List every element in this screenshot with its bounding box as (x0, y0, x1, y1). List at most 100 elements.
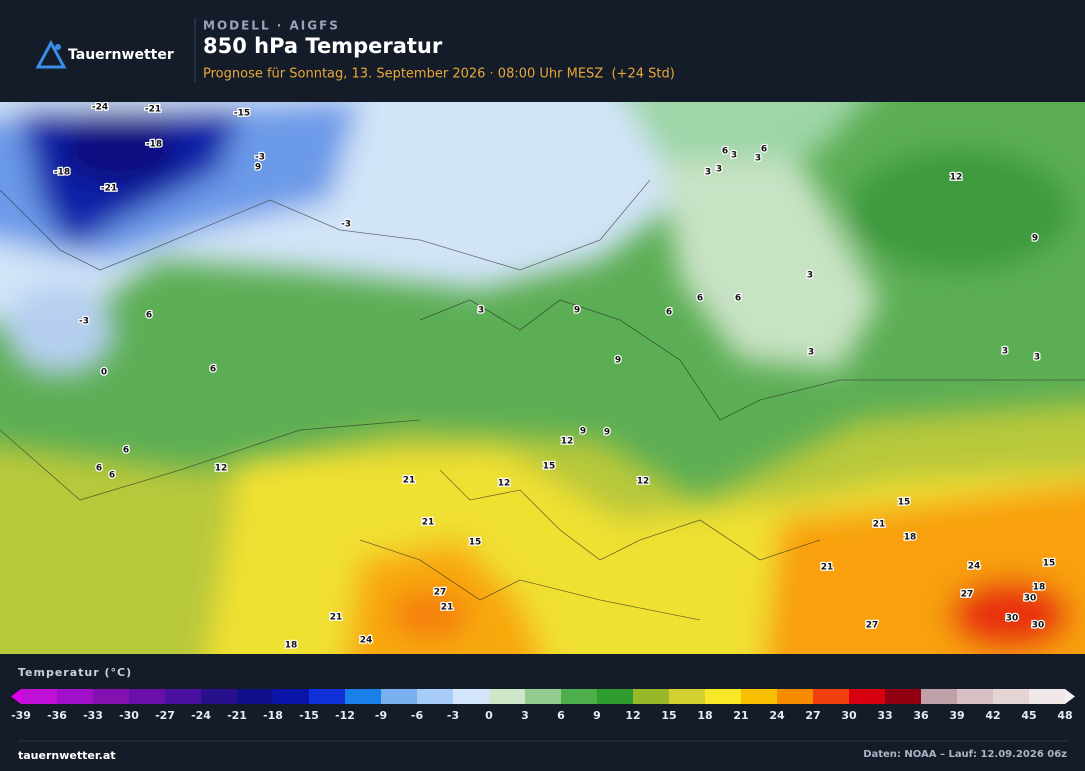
contour-label: 24 (968, 562, 981, 572)
contour-label: 12 (498, 479, 511, 489)
contour-label: 3 (1002, 347, 1008, 357)
header-bg (0, 0, 1085, 102)
contour-label: 9 (574, 306, 580, 316)
colorbar-tick-label: -3 (447, 709, 459, 722)
contour-label: 18 (285, 641, 298, 651)
colorbar-tick-label: 30 (841, 709, 857, 722)
colorbar-tick-label: 36 (913, 709, 929, 722)
contour-label: 3 (478, 306, 484, 316)
contour-label: 6 (697, 294, 703, 304)
colorbar-tick-label: -33 (83, 709, 103, 722)
colorbar-tick-label: 45 (1021, 709, 1036, 722)
contour-label: 18 (1033, 583, 1046, 593)
colorbar-tick-label: 12 (625, 709, 640, 722)
colorbar-tick-label: 33 (877, 709, 892, 722)
contour-label: 3 (1034, 353, 1040, 363)
contour-label: 27 (866, 621, 879, 631)
contour-label: 9 (615, 356, 621, 366)
colorbar-tick-label: 42 (985, 709, 1000, 722)
colorbar-swatch (489, 689, 525, 704)
colorbar-swatch (345, 689, 381, 704)
contour-label: 12 (215, 464, 228, 474)
contour-label: 12 (637, 477, 650, 487)
contour-label: 21 (873, 520, 886, 530)
colorbar-swatch (777, 689, 813, 704)
colorbar-over (1065, 689, 1075, 704)
colorbar-tick-label: -9 (375, 709, 387, 722)
contour-label: 6 (722, 147, 728, 157)
contour-label: 9 (1032, 234, 1038, 244)
colorbar-tick-label: -15 (299, 709, 319, 722)
colorbar-swatch (633, 689, 669, 704)
contour-label: 12 (950, 173, 963, 183)
contour-label: 30 (1006, 614, 1019, 624)
contour-label: 30 (1032, 621, 1045, 631)
contour-label: 3 (755, 154, 761, 164)
colorbar-swatch (921, 689, 957, 704)
footer-source: Daten: NOAA – Lauf: 12.09.2026 06z (863, 749, 1067, 760)
colorbar-tick-label: -30 (119, 709, 139, 722)
colorbar-swatch (453, 689, 489, 704)
colorbar-tick-label: 39 (949, 709, 964, 722)
title: 850 hPa Temperatur (203, 34, 443, 58)
colorbar-tick-label: -12 (335, 709, 355, 722)
contour-label: 12 (561, 437, 574, 447)
contour-label: 21 (330, 613, 343, 623)
colorbar-tick-label: 9 (593, 709, 601, 722)
colorbar-swatch (309, 689, 345, 704)
contour-label: 27 (434, 588, 447, 598)
contour-label: 6 (761, 145, 767, 155)
contour-label: 18 (904, 533, 917, 543)
contour-label: 9 (255, 163, 261, 173)
colorbar-tick-label: 15 (661, 709, 676, 722)
colorbar-swatch (597, 689, 633, 704)
colorbar-swatch (237, 689, 273, 704)
contour-label: 3 (807, 271, 813, 281)
colorbar-tick-label: -21 (227, 709, 247, 722)
contour-label: 21 (441, 603, 454, 613)
contour-label: 21 (821, 563, 834, 573)
colorbar-under (11, 689, 21, 704)
contour-label: -3 (79, 317, 89, 327)
colorbar-swatch (381, 689, 417, 704)
contour-label: 3 (705, 168, 711, 178)
colorbar-swatch (813, 689, 849, 704)
colorbar-tick-label: -27 (155, 709, 175, 722)
colorbar-tick-label: -6 (411, 709, 424, 722)
colorbar-swatch (165, 689, 201, 704)
contour-label: 6 (96, 464, 102, 474)
colorbar-swatch (273, 689, 309, 704)
colorbar-tick-label: -24 (191, 709, 211, 722)
colorbar-swatch (1029, 689, 1065, 704)
contour-label: 6 (666, 308, 672, 318)
colorbar-swatch (957, 689, 993, 704)
contour-label: 0 (101, 368, 107, 378)
brand: Tauernwetter (68, 47, 174, 63)
contour-label: -18 (54, 168, 70, 178)
colorbar-swatch (669, 689, 705, 704)
colorbar: -39 -36 -33 -30 -27 -24 -21 -18 -15 -12 -9 -6 -3 0 3 6 9… (11, 689, 1075, 722)
colorbar-tick-label: 0 (485, 709, 493, 722)
colorbar-swatch (849, 689, 885, 704)
contour-label: 27 (961, 590, 974, 600)
contour-label: 6 (109, 471, 115, 481)
contour-label: -15 (234, 109, 250, 119)
contour-label: -21 (145, 105, 161, 115)
colorbar-swatch (201, 689, 237, 704)
colorbar-tick-label: -18 (263, 709, 283, 722)
colorbar-tick-label: 27 (805, 709, 820, 722)
colorbar-swatch (885, 689, 921, 704)
contour-label: 15 (543, 462, 556, 472)
colorbar-swatch (93, 689, 129, 704)
colorbar-tick-label: 3 (521, 709, 529, 722)
contour-label: 3 (731, 151, 737, 161)
contour-label: -3 (341, 220, 351, 230)
contour-label: 15 (1043, 559, 1056, 569)
contour-label: 6 (210, 365, 216, 375)
contour-label: 6 (123, 446, 129, 456)
colorbar-swatch (129, 689, 165, 704)
contour-label: 9 (580, 427, 586, 437)
